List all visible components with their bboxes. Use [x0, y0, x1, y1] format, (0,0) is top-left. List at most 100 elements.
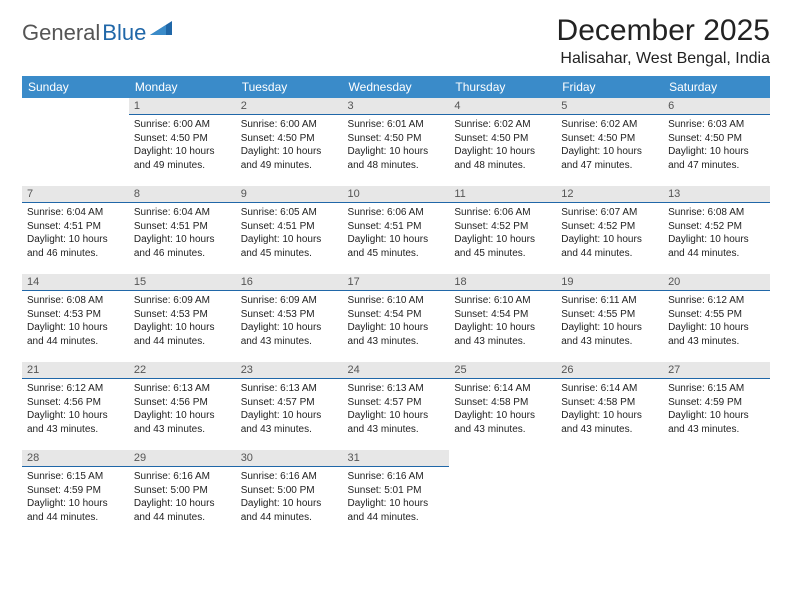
day-number: 11 [449, 186, 556, 203]
daylight-line: Daylight: 10 hours and 43 minutes. [668, 321, 765, 348]
sunrise-line: Sunrise: 6:08 AM [668, 206, 765, 220]
sunrise-line: Sunrise: 6:10 AM [348, 294, 445, 308]
daylight-line: Daylight: 10 hours and 48 minutes. [348, 145, 445, 172]
day-cell: 22Sunrise: 6:13 AMSunset: 4:56 PMDayligh… [129, 362, 236, 450]
day-details: Sunrise: 6:04 AMSunset: 4:51 PMDaylight:… [129, 203, 236, 265]
sunset-line: Sunset: 4:53 PM [27, 308, 124, 322]
day-cell: 5Sunrise: 6:02 AMSunset: 4:50 PMDaylight… [556, 98, 663, 186]
day-cell: 8Sunrise: 6:04 AMSunset: 4:51 PMDaylight… [129, 186, 236, 274]
sunset-line: Sunset: 4:57 PM [241, 396, 338, 410]
daylight-line: Daylight: 10 hours and 43 minutes. [454, 321, 551, 348]
sunrise-line: Sunrise: 6:09 AM [241, 294, 338, 308]
sunrise-line: Sunrise: 6:05 AM [241, 206, 338, 220]
day-details: Sunrise: 6:05 AMSunset: 4:51 PMDaylight:… [236, 203, 343, 265]
day-cell: 7Sunrise: 6:04 AMSunset: 4:51 PMDaylight… [22, 186, 129, 274]
day-details: Sunrise: 6:08 AMSunset: 4:53 PMDaylight:… [22, 291, 129, 353]
day-details: Sunrise: 6:03 AMSunset: 4:50 PMDaylight:… [663, 115, 770, 177]
day-cell: 20 Sunrise: 6:12 AMSunset: 4:55 PMDayligh… [663, 274, 770, 362]
day-cell [22, 98, 129, 186]
week-row: 7Sunrise: 6:04 AMSunset: 4:51 PMDaylight… [22, 186, 770, 274]
location-text: Halisahar, West Bengal, India [557, 50, 770, 68]
logo-text-blue: Blue [102, 20, 146, 46]
day-number: 18 [449, 274, 556, 291]
sunset-line: Sunset: 4:50 PM [134, 132, 231, 146]
daylight-line: Daylight: 10 hours and 44 minutes. [27, 321, 124, 348]
sunset-line: Sunset: 4:56 PM [134, 396, 231, 410]
sunrise-line: Sunrise: 6:08 AM [27, 294, 124, 308]
daylight-line: Daylight: 10 hours and 47 minutes. [561, 145, 658, 172]
sunset-line: Sunset: 4:58 PM [454, 396, 551, 410]
day-cell: 11Sunrise: 6:06 AMSunset: 4:52 PMDayligh… [449, 186, 556, 274]
day-details: Sunrise: 6:09 AMSunset: 4:53 PMDaylight:… [129, 291, 236, 353]
day-number: 27 [663, 362, 770, 379]
day-details: Sunrise: 6:16 AMSunset: 5:00 PMDaylight:… [129, 467, 236, 529]
sunset-line: Sunset: 4:50 PM [241, 132, 338, 146]
sunrise-line: Sunrise: 6:15 AM [27, 470, 124, 484]
sunset-line: Sunset: 4:54 PM [454, 308, 551, 322]
day-header-row: SundayMondayTuesdayWednesdayThursdayFrid… [22, 76, 770, 98]
daylight-line: Daylight: 10 hours and 44 minutes. [27, 497, 124, 524]
day-cell: 23Sunrise: 6:13 AMSunset: 4:57 PMDayligh… [236, 362, 343, 450]
sunrise-line: Sunrise: 6:12 AM [668, 294, 765, 308]
sunset-line: Sunset: 4:58 PM [561, 396, 658, 410]
day-details: Sunrise: 6:12 AMSunset: 4:56 PMDaylight:… [22, 379, 129, 441]
day-number: 16 [236, 274, 343, 291]
sunset-line: Sunset: 4:55 PM [561, 308, 658, 322]
day-header: Friday [556, 76, 663, 98]
sunset-line: Sunset: 4:50 PM [348, 132, 445, 146]
sunset-line: Sunset: 4:51 PM [348, 220, 445, 234]
day-number: 13 [663, 186, 770, 203]
week-row: 1Sunrise: 6:00 AMSunset: 4:50 PMDaylight… [22, 98, 770, 186]
day-details: Sunrise: 6:13 AMSunset: 4:56 PMDaylight:… [129, 379, 236, 441]
day-details: Sunrise: 6:16 AMSunset: 5:01 PMDaylight:… [343, 467, 450, 529]
sunset-line: Sunset: 4:53 PM [241, 308, 338, 322]
day-number: 6 [663, 98, 770, 115]
calendar-page: General Blue December 2025 Halisahar, We… [0, 0, 792, 548]
day-cell: 30Sunrise: 6:16 AMSunset: 5:00 PMDayligh… [236, 450, 343, 538]
day-cell: 14Sunrise: 6:08 AMSunset: 4:53 PMDayligh… [22, 274, 129, 362]
day-number: 30 [236, 450, 343, 467]
day-cell: 3Sunrise: 6:01 AMSunset: 4:50 PMDaylight… [343, 98, 450, 186]
daylight-line: Daylight: 10 hours and 43 minutes. [348, 409, 445, 436]
sunset-line: Sunset: 4:53 PM [134, 308, 231, 322]
daylight-line: Daylight: 10 hours and 49 minutes. [134, 145, 231, 172]
day-details: Sunrise: 6:07 AMSunset: 4:52 PMDaylight:… [556, 203, 663, 265]
day-number: 12 [556, 186, 663, 203]
day-cell: 4Sunrise: 6:02 AMSunset: 4:50 PMDaylight… [449, 98, 556, 186]
sunset-line: Sunset: 4:55 PM [668, 308, 765, 322]
sunset-line: Sunset: 4:57 PM [348, 396, 445, 410]
day-number: 22 [129, 362, 236, 379]
sunset-line: Sunset: 5:01 PM [348, 484, 445, 498]
day-number: 20 [663, 274, 770, 291]
day-details: Sunrise: 6:00 AMSunset: 4:50 PMDaylight:… [129, 115, 236, 177]
sunrise-line: Sunrise: 6:16 AM [134, 470, 231, 484]
day-number: 7 [22, 186, 129, 203]
sunrise-line: Sunrise: 6:14 AM [454, 382, 551, 396]
daylight-line: Daylight: 10 hours and 49 minutes. [241, 145, 338, 172]
day-details: Sunrise: 6:08 AMSunset: 4:52 PMDaylight:… [663, 203, 770, 265]
day-cell: 24Sunrise: 6:13 AMSunset: 4:57 PMDayligh… [343, 362, 450, 450]
day-cell: 18Sunrise: 6:10 AMSunset: 4:54 PMDayligh… [449, 274, 556, 362]
daylight-line: Daylight: 10 hours and 45 minutes. [241, 233, 338, 260]
day-number: 21 [22, 362, 129, 379]
day-number: 2 [236, 98, 343, 115]
calendar-table: SundayMondayTuesdayWednesdayThursdayFrid… [22, 76, 770, 538]
sunset-line: Sunset: 4:50 PM [668, 132, 765, 146]
day-details: Sunrise: 6:09 AMSunset: 4:53 PMDaylight:… [236, 291, 343, 353]
day-details: Sunrise: 6:04 AMSunset: 4:51 PMDaylight:… [22, 203, 129, 265]
daylight-line: Daylight: 10 hours and 45 minutes. [348, 233, 445, 260]
day-details: Sunrise: 6:15 AMSunset: 4:59 PMDaylight:… [663, 379, 770, 441]
day-number: 17 [343, 274, 450, 291]
day-number: 14 [22, 274, 129, 291]
day-details: Sunrise: 6:11 AMSunset: 4:55 PMDaylight:… [556, 291, 663, 353]
day-number: 15 [129, 274, 236, 291]
day-number: 9 [236, 186, 343, 203]
logo-triangle-icon [150, 19, 172, 40]
day-header: Thursday [449, 76, 556, 98]
day-details: Sunrise: 6:06 AMSunset: 4:52 PMDaylight:… [449, 203, 556, 265]
day-details: Sunrise: 6:15 AMSunset: 4:59 PMDaylight:… [22, 467, 129, 529]
sunrise-line: Sunrise: 6:12 AM [27, 382, 124, 396]
day-cell: 15Sunrise: 6:09 AMSunset: 4:53 PMDayligh… [129, 274, 236, 362]
sunset-line: Sunset: 4:56 PM [27, 396, 124, 410]
day-details: Sunrise: 6:00 AMSunset: 4:50 PMDaylight:… [236, 115, 343, 177]
